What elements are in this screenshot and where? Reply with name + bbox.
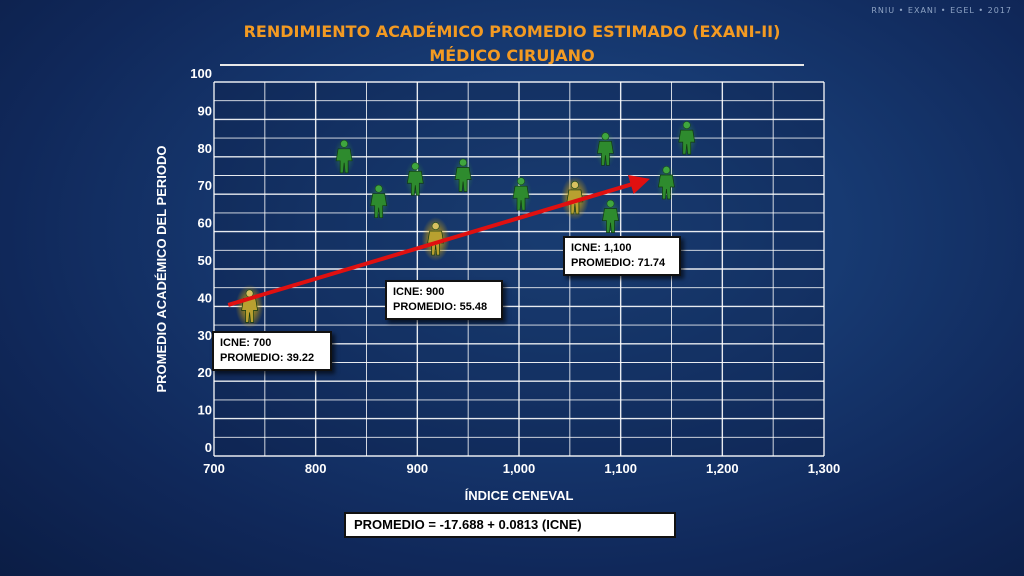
y-tick-labels: 0 10 20 30 40 50 60 70 80 90 100 <box>190 66 212 455</box>
callout-icne-label: ICNE: 700 <box>220 337 272 349</box>
callout-icne-1100: ICNE: 1,100 PROMEDIO: 71.74 <box>563 236 681 276</box>
person-icon <box>510 175 533 214</box>
person-head <box>682 121 691 130</box>
person-icon <box>333 137 356 176</box>
title-underline <box>220 64 804 66</box>
y-tick-label: 30 <box>198 328 212 343</box>
person-icon <box>404 160 427 199</box>
y-tick-label: 100 <box>190 66 212 81</box>
person-head <box>571 181 579 189</box>
person-head <box>431 222 440 230</box>
person-body <box>241 298 258 323</box>
person-head <box>601 132 610 141</box>
grid <box>213 81 825 457</box>
person-head <box>411 162 420 171</box>
y-tick-label: 60 <box>198 216 212 231</box>
y-tick-label: 0 <box>205 440 212 455</box>
person-body <box>597 140 614 166</box>
x-tick-label: 700 <box>203 461 225 476</box>
data-points <box>235 119 698 329</box>
callout-promedio-label: PROMEDIO: 39.22 <box>220 352 315 364</box>
chart-subtitle: MÉDICO CIRUJANO <box>429 46 595 65</box>
person-head <box>606 199 615 208</box>
x-tick-label: 1,100 <box>604 461 637 476</box>
x-axis-label: ÍNDICE CENEVAL <box>465 488 574 503</box>
y-tick-label: 10 <box>198 403 212 418</box>
x-tick-label: 1,300 <box>808 461 841 476</box>
person-head <box>374 184 383 193</box>
callout-icne-700: ICNE: 700 PROMEDIO: 39.22 <box>212 331 332 371</box>
y-tick-label: 20 <box>198 365 212 380</box>
person-icon <box>560 175 589 220</box>
x-tick-label: 800 <box>305 461 327 476</box>
person-head <box>662 166 671 174</box>
person-body <box>678 129 696 155</box>
person-icon <box>599 197 622 236</box>
y-tick-label: 40 <box>198 290 212 305</box>
person-body <box>602 208 619 233</box>
person-body <box>454 167 472 192</box>
person-body <box>335 148 353 174</box>
person-icon <box>235 284 264 329</box>
person-body <box>512 185 530 211</box>
callout-icne-label: ICNE: 900 <box>393 286 445 298</box>
watermark: RNIU • EXANI • EGEL • 2017 <box>871 6 1012 15</box>
person-icon <box>367 182 390 221</box>
person-head <box>459 158 467 167</box>
callout-icne-900: ICNE: 900 PROMEDIO: 55.48 <box>385 280 503 320</box>
person-body <box>658 174 675 200</box>
y-tick-label: 80 <box>198 141 212 156</box>
y-tick-label: 70 <box>198 178 212 193</box>
person-body <box>370 193 388 219</box>
person-head <box>517 177 525 186</box>
x-tick-label: 1,000 <box>503 461 536 476</box>
chart-title: RENDIMIENTO ACADÉMICO PROMEDIO ESTIMADO … <box>243 22 781 41</box>
x-tick-label: 1,200 <box>706 461 739 476</box>
regression-formula: PROMEDIO = -17.688 + 0.0813 (ICNE) <box>344 512 676 538</box>
y-tick-label: 50 <box>198 253 212 268</box>
callout-promedio-label: PROMEDIO: 55.48 <box>393 301 488 313</box>
person-icon <box>452 156 475 195</box>
person-icon <box>675 119 698 158</box>
person-icon <box>594 130 617 169</box>
callout-icne-label: ICNE: 1,100 <box>571 242 632 254</box>
x-tick-label: 900 <box>406 461 428 476</box>
person-head <box>340 139 349 148</box>
callout-promedio-label: PROMEDIO: 71.74 <box>571 257 666 269</box>
person-body <box>406 170 424 196</box>
y-tick-label: 90 <box>198 103 212 118</box>
trend-arrow <box>227 174 650 307</box>
x-tick-labels: 700 800 900 1,000 1,100 1,200 1,300 <box>203 461 840 476</box>
y-axis-label: PROMEDIO ACADÉMICO DEL PERIODO <box>154 145 169 392</box>
person-icon <box>655 163 678 202</box>
